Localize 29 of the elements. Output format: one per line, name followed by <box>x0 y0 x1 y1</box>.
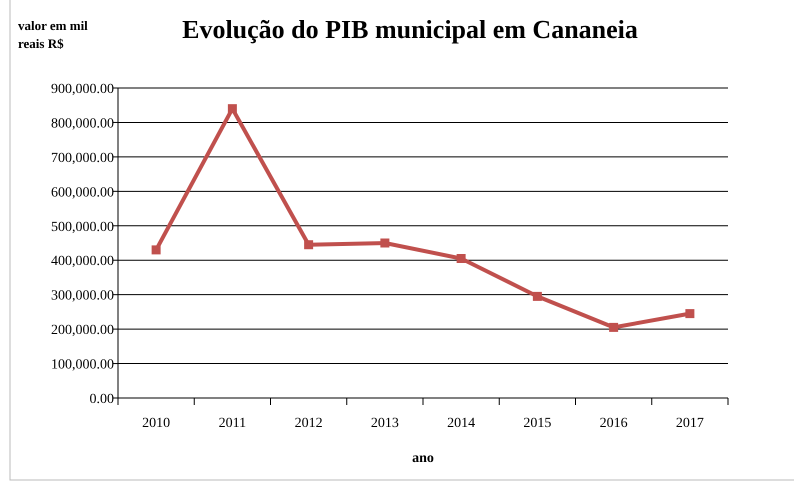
x-tick-label: 2012 <box>294 416 323 431</box>
point <box>228 104 237 114</box>
y-tick-label: 500,000.00 <box>51 220 114 235</box>
point <box>532 292 542 301</box>
x-tick-label: 2015 <box>523 416 552 431</box>
x-axis-title: ano <box>412 451 434 466</box>
y-axis-title: valor em mil reais R$ <box>18 18 88 51</box>
point <box>609 322 618 332</box>
y-tick-label: 400,000.00 <box>51 254 114 270</box>
y-tick-label: 100,000.00 <box>51 358 114 373</box>
x-tick-label: 2016 <box>600 416 628 431</box>
point <box>304 240 314 250</box>
x-tick-label: 2013 <box>370 416 399 431</box>
x-tick-label: 2017 <box>676 416 704 431</box>
y-tick-label: 900,000.00 <box>51 82 114 97</box>
y-tick-label: 0.00 <box>90 392 114 407</box>
point <box>380 238 390 248</box>
y-tick-label: 200,000.00 <box>51 323 114 338</box>
y-tick-label: 800,000.00 <box>51 116 114 132</box>
y-tick-label: 700,000.00 <box>51 150 114 166</box>
chart-title: Evolução do PIB municipal em Cananeia <box>182 15 638 44</box>
x-tick-label: 2010 <box>142 416 170 431</box>
y-tick-label: 300,000.00 <box>51 288 114 304</box>
y-tick-label: 600,000.00 <box>51 185 114 200</box>
point <box>456 254 466 263</box>
point <box>152 245 161 254</box>
x-tick-label: 2014 <box>447 416 476 431</box>
x-tick-label: 2011 <box>218 416 246 431</box>
point <box>685 309 694 318</box>
